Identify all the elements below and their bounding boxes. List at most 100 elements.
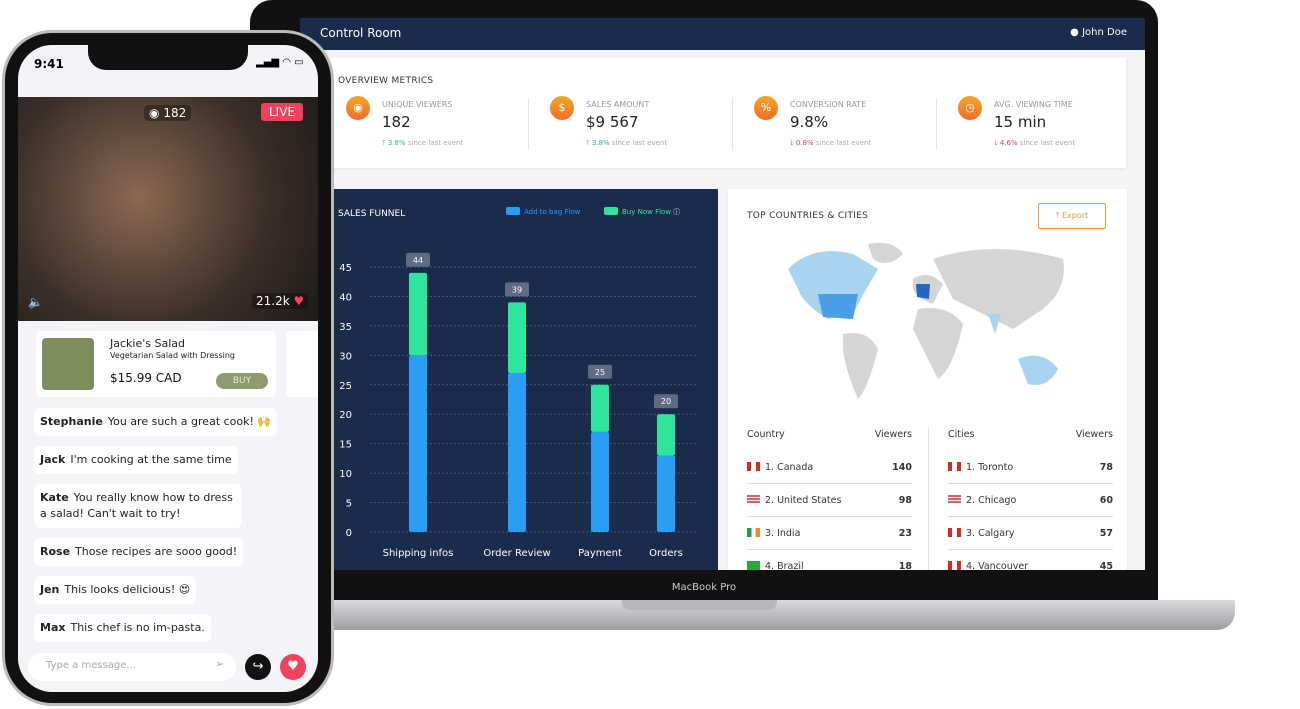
top-countries-card: TOP COUNTRIES & CITIES ⤒ Export Country V… — [728, 189, 1127, 570]
legend-add-to-bag[interactable]: Add to bag Flow — [506, 207, 580, 216]
bar-segment-buy-now[interactable] — [508, 302, 526, 373]
dashboard-screen: Control Room ● John Doe OVERVIEW METRICS… — [300, 18, 1145, 570]
chat-message: Max This chef is no im-pasta. — [34, 614, 211, 642]
total-label-bg — [406, 252, 430, 267]
viewer-count: ◉ 182 — [144, 105, 192, 121]
legend-buy-now[interactable]: Buy Now Flow ⓘ — [604, 207, 680, 217]
product-name: Jackie's Salad — [110, 337, 185, 350]
metric-3: ◷ AVG. VIEWING TIME 15 min 🡓 4.6% since las… — [950, 94, 1145, 154]
viewers-header: Viewers — [1075, 429, 1113, 440]
x-tick-label: Payment — [578, 548, 622, 559]
info-icon: ⓘ — [673, 208, 681, 216]
total-label: 39 — [512, 285, 522, 294]
sales-funnel-card: SALES FUNNEL Add to bag Flow Buy Now Flo… — [330, 189, 718, 570]
live-video[interactable]: ◉ 182 LIVE 🔈 21.2k ♥ — [18, 97, 318, 321]
table-row[interactable]: 1. Toronto 78 — [948, 451, 1113, 484]
speaker-icon[interactable]: 🔈 — [28, 295, 43, 309]
y-tick-label: 10 — [339, 469, 352, 480]
x-tick-label: Orders — [649, 548, 683, 559]
metric-1: $ SALES AMOUNT $9 567 🡑 3.8% since last eve… — [542, 94, 742, 154]
total-label-bg — [588, 364, 612, 379]
table-row[interactable]: 3. Calgary 57 — [948, 517, 1113, 550]
viewers-header: Viewers — [874, 429, 912, 440]
product-card[interactable]: Jackie's Salad Vegetarian Salad with Dre… — [36, 331, 276, 397]
chat-message: Jack I'm cooking at the same time — [34, 446, 238, 474]
flag-ca-icon — [948, 560, 961, 570]
y-tick-label: 20 — [339, 410, 352, 421]
bar-segment-buy-now[interactable] — [409, 272, 427, 356]
phone-notch — [88, 44, 248, 70]
live-badge: LIVE — [261, 103, 304, 121]
bar-segment-buy-now[interactable] — [657, 414, 675, 456]
table-row[interactable]: 1. Canada 140 — [747, 451, 912, 484]
chat-message: Jen This looks delicious! 😍 — [34, 576, 197, 604]
chat-message: Kate You really know how to dress a salad… — [34, 484, 242, 528]
clock-icon: ◷ — [958, 96, 982, 120]
table-row[interactable]: 2. Chicago 60 — [948, 484, 1113, 517]
total-label: 25 — [595, 368, 605, 377]
status-time: 9:41 — [34, 57, 64, 71]
like-count: 21.2k ♥ — [252, 293, 309, 309]
share-button[interactable]: ↪ — [245, 654, 271, 680]
arrow-down-icon: 🡓 4.6% — [994, 139, 1018, 147]
message-input[interactable]: Type a message... ➢ — [28, 653, 236, 681]
table-row[interactable]: 4. Vancouver 45 — [948, 550, 1113, 570]
total-label-bg — [505, 282, 529, 297]
table-row[interactable]: 2. United States 98 — [747, 484, 912, 517]
bar-segment-add-to-bag[interactable] — [409, 355, 427, 532]
total-label: 20 — [661, 397, 671, 406]
overview-metrics-card: OVERVIEW METRICS ◉ UNIQUE VIEWERS 182 🡑 3.8… — [330, 58, 1126, 168]
overview-title: OVERVIEW METRICS — [338, 76, 434, 86]
y-tick-label: 35 — [339, 322, 352, 333]
metric-0: ◉ UNIQUE VIEWERS 182 🡑 3.8% since last even… — [338, 94, 538, 154]
total-label: 44 — [413, 256, 423, 265]
world-map — [788, 242, 1064, 399]
countries-title: TOP COUNTRIES & CITIES — [747, 211, 869, 221]
flag-ca-icon — [747, 461, 760, 471]
y-tick-label: 45 — [339, 263, 352, 274]
bar-segment-add-to-bag[interactable] — [657, 455, 675, 532]
x-tick-label: Shipping infos — [383, 548, 454, 559]
next-product-card[interactable] — [286, 331, 318, 397]
y-tick-label: 5 — [346, 499, 352, 510]
laptop-brand-label: MacBook Pro — [671, 582, 737, 593]
metric-2: % CONVERSION RATE 9.8% 🡓 0.8% since last ev… — [746, 94, 946, 154]
status-icons: ▂▄▆ ◠ ▭ — [256, 57, 304, 68]
export-button[interactable]: ⤒ Export — [1038, 203, 1106, 229]
flag-ca-icon — [948, 527, 961, 537]
table-row[interactable]: 3. India 23 — [747, 517, 912, 550]
chat-message: Rose Those recipes are sooo good! — [34, 538, 244, 566]
like-button[interactable]: ♥ — [280, 654, 306, 680]
bar-segment-buy-now[interactable] — [591, 384, 609, 432]
y-tick-label: 15 — [339, 440, 352, 451]
arrow-down-icon: 🡓 0.8% — [790, 139, 814, 147]
user-menu[interactable]: ● John Doe — [1070, 27, 1127, 38]
cities-header: Cities — [948, 429, 975, 440]
flag-in-icon — [747, 527, 760, 537]
table-row[interactable]: 4. Brazil 18 — [747, 550, 912, 570]
bar-segment-add-to-bag[interactable] — [508, 373, 526, 532]
flag-us-icon — [948, 494, 961, 504]
product-description: Vegetarian Salad with Dressing — [110, 351, 235, 360]
send-icon: ➢ — [215, 659, 224, 670]
bar-segment-add-to-bag[interactable] — [591, 431, 609, 532]
flag-br-icon — [747, 560, 760, 570]
product-price: $15.99 CAD — [110, 371, 182, 385]
city-table: Cities Viewers 1. Toronto 78 2. Chicago 60 3.… — [948, 429, 1113, 570]
x-tick-label: Order Review — [483, 548, 550, 559]
total-label-bg — [654, 394, 678, 409]
laptop-base — [250, 600, 1235, 630]
flag-us-icon — [747, 494, 760, 504]
buy-button[interactable]: BUY — [216, 373, 268, 389]
country-table: Country Viewers 1. Canada 140 2. United Sta… — [747, 429, 912, 570]
upload-icon: ⤒ — [1055, 211, 1060, 220]
country-header: Country — [747, 429, 785, 440]
sales-funnel-chart: 0 5 10 15 20 25 30 35 40 45 44 Shipping infos 39 Orde… — [339, 252, 698, 559]
arrow-up-icon: 🡑 3.8% — [382, 139, 406, 147]
percent-icon: % — [754, 96, 778, 120]
app-title: Control Room — [320, 26, 402, 40]
arrow-up-icon: 🡑 3.8% — [586, 139, 610, 147]
heart-icon: ♥ — [293, 294, 305, 308]
eye-icon: ◉ — [149, 106, 160, 120]
eye-icon: ◉ — [346, 96, 370, 120]
